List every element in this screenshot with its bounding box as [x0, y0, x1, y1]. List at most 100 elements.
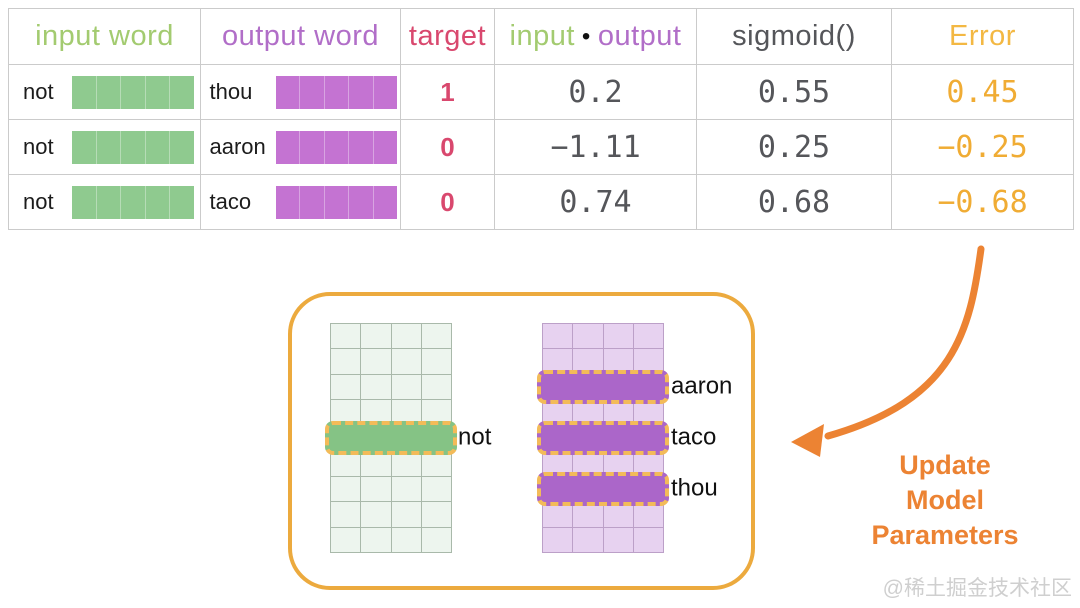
- cell-dot-product: −1.11: [494, 119, 696, 174]
- curved-arrow-icon: [791, 245, 985, 457]
- training-samples-table: input word output word target input • ou…: [8, 8, 1074, 230]
- vector-cell: [349, 75, 374, 109]
- matrix-cell: [391, 324, 422, 350]
- highlighted-row-aaron: [537, 370, 669, 404]
- cell-target: 0: [400, 174, 494, 229]
- cell-target: 0: [400, 119, 494, 174]
- matrix-cell: [361, 349, 392, 375]
- cell-input-word: not: [9, 64, 200, 119]
- vector-cell: [145, 185, 171, 219]
- header-input-word: input word: [35, 20, 174, 52]
- matrix-cell: [573, 527, 604, 553]
- input-word-label: not: [23, 79, 54, 104]
- input-word-label: not: [23, 134, 54, 159]
- vector-cell: [349, 185, 374, 219]
- vector-cell: [300, 75, 325, 109]
- matrix-cell: [543, 502, 574, 528]
- output-word-vector: [275, 75, 398, 109]
- matrix-cell: [421, 476, 452, 503]
- vector-cell: [121, 130, 146, 164]
- matrix-cell: [331, 527, 362, 553]
- vector-cell: [373, 75, 398, 109]
- vector-cell: [324, 75, 350, 109]
- matrix-cell: [331, 451, 362, 477]
- vector-cell: [72, 130, 97, 164]
- output-word-label: aaron: [209, 134, 266, 159]
- vector-cell: [170, 75, 194, 109]
- matrix-cell: [361, 502, 392, 528]
- header-dot-output: output: [597, 20, 682, 52]
- input-word-label: not: [23, 189, 54, 214]
- matrix-cell: [361, 476, 392, 503]
- vector-cell: [121, 75, 146, 109]
- matrix-cell: [361, 374, 392, 401]
- vector-cell: [96, 75, 122, 109]
- matrix-cell: [391, 451, 422, 477]
- vector-cell: [275, 185, 301, 219]
- header-sigmoid: sigmoid(): [696, 9, 891, 64]
- matrix-cell: [331, 349, 362, 375]
- cell-sigmoid: 0.25: [696, 119, 891, 174]
- vector-cell: [145, 75, 171, 109]
- vector-cell: [145, 130, 171, 164]
- matrix-cell: [421, 324, 452, 350]
- matrix-cell: [361, 527, 392, 553]
- vector-cell: [373, 130, 398, 164]
- matrix-cell: [633, 324, 664, 350]
- matrix-cell: [391, 349, 422, 375]
- matrix-cell: [391, 527, 422, 553]
- matrix-cell: [391, 476, 422, 503]
- cell-sigmoid: 0.55: [696, 64, 891, 119]
- cell-dot-product: 0.2: [494, 64, 696, 119]
- vector-cell: [170, 185, 194, 219]
- vector-cell: [324, 130, 350, 164]
- matrix-cell: [603, 324, 634, 350]
- cell-output-word: aaron: [200, 119, 400, 174]
- output-word-label: thou: [209, 79, 253, 104]
- cell-sigmoid: 0.68: [696, 174, 891, 229]
- matrix-cell: [633, 527, 664, 553]
- input-word-vector: [72, 130, 194, 164]
- vector-cell: [72, 185, 97, 219]
- vector-cell: [170, 130, 194, 164]
- matrix-cell: [421, 502, 452, 528]
- matrix-cell: [421, 349, 452, 375]
- vector-cell: [121, 185, 146, 219]
- output-word-label: taco: [209, 189, 252, 214]
- cell-output-word: taco: [200, 174, 400, 229]
- cell-dot-product: 0.74: [494, 174, 696, 229]
- matrix-row-label: aaron: [671, 372, 733, 400]
- highlighted-row-thou: [537, 472, 669, 506]
- vector-cell: [72, 75, 97, 109]
- matrix-cell: [603, 502, 634, 528]
- matrix-cell: [603, 527, 634, 553]
- cell-input-word: not: [9, 174, 200, 229]
- vector-cell: [300, 130, 325, 164]
- output-word-vector: [275, 130, 398, 164]
- model-parameters-box: [288, 292, 755, 590]
- matrix-row-label: thou: [671, 474, 718, 502]
- matrix-cell: [391, 374, 422, 401]
- header-dot-input: input: [509, 20, 575, 52]
- matrix-cell: [331, 324, 362, 350]
- matrix-cell: [361, 324, 392, 350]
- update-label-line: Parameters: [871, 520, 1019, 550]
- matrix-cell: [573, 502, 604, 528]
- highlighted-row-not: [325, 421, 457, 455]
- cell-error: −0.68: [891, 174, 1073, 229]
- matrix-cell: [543, 527, 574, 553]
- update-model-parameters-label: Update Model Parameters: [828, 448, 1062, 553]
- output-word-vector: [275, 185, 398, 219]
- header-error: Error: [891, 9, 1073, 64]
- header-target: target: [400, 9, 494, 64]
- cell-target: 1: [400, 64, 494, 119]
- cell-error: −0.25: [891, 119, 1073, 174]
- matrix-row-label: not: [458, 423, 492, 451]
- matrix-cell: [421, 527, 452, 553]
- matrix-row-label: taco: [671, 423, 717, 451]
- header-dot-product: input • output: [494, 9, 696, 64]
- vector-cell: [96, 185, 122, 219]
- matrix-cell: [331, 476, 362, 503]
- vector-cell: [275, 130, 301, 164]
- input-word-vector: [72, 75, 194, 109]
